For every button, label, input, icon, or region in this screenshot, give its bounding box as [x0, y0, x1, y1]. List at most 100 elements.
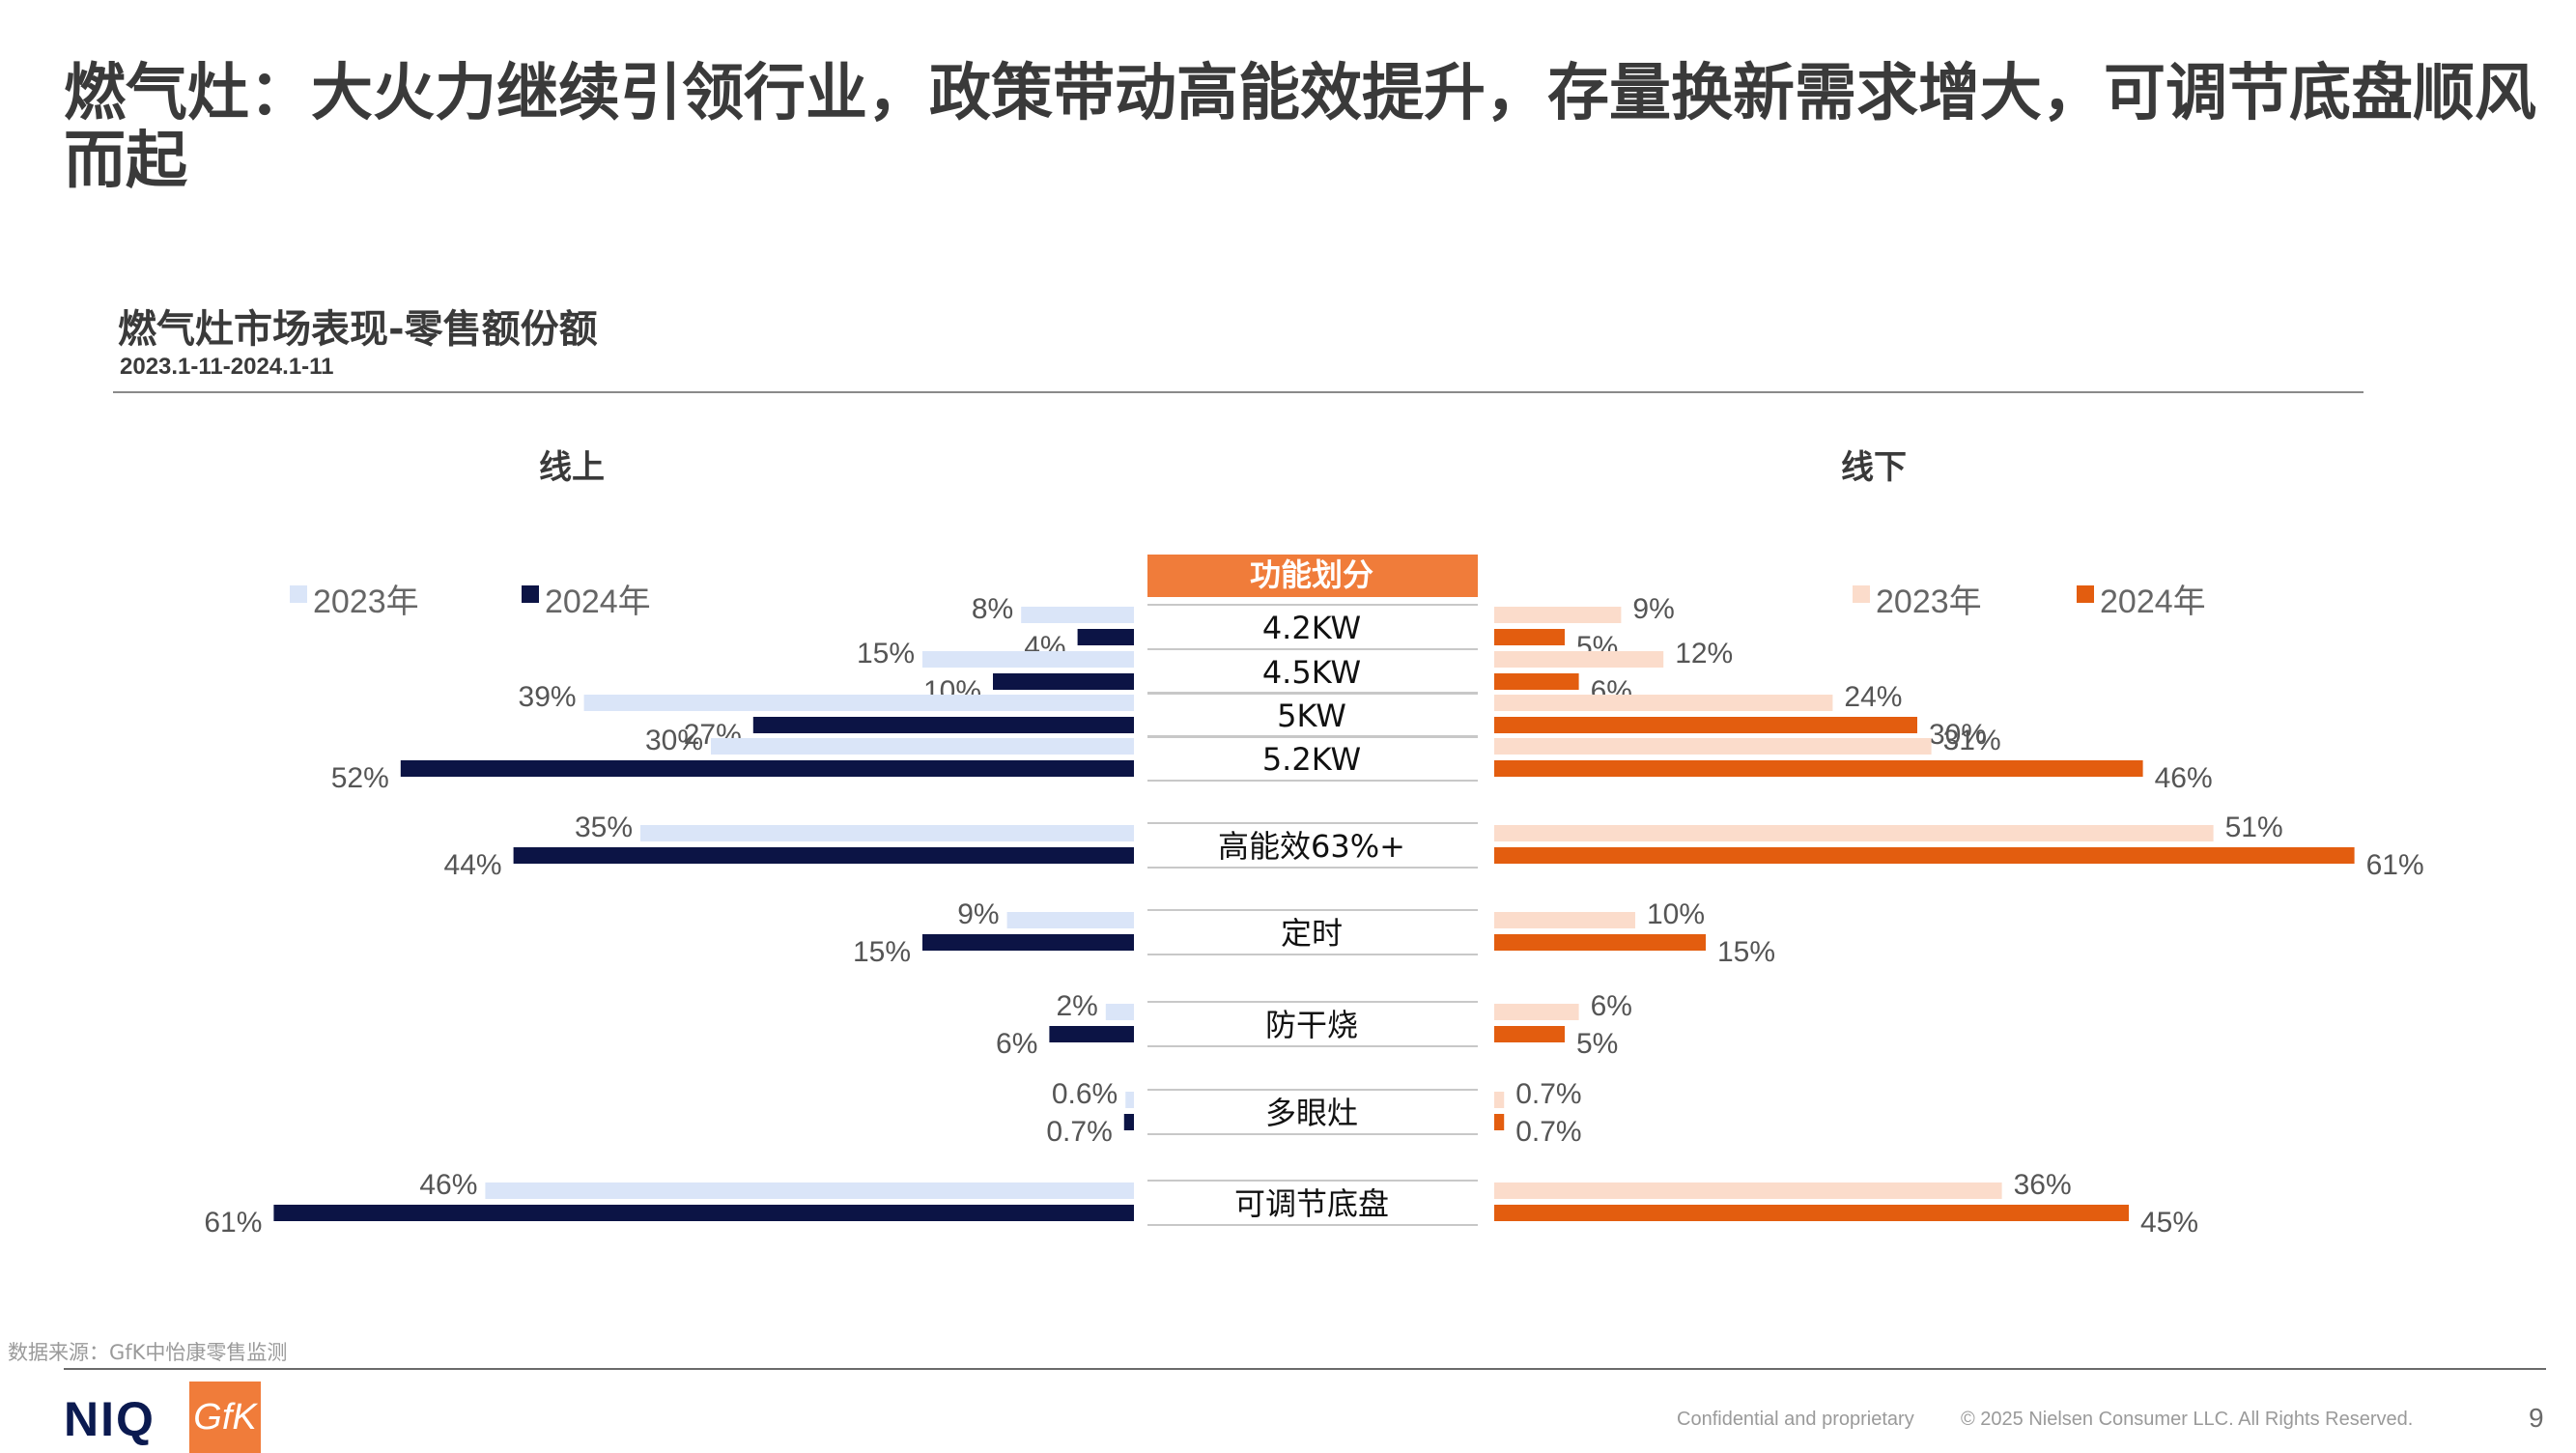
- legend-offline-2024-label: 2024年: [2100, 584, 2206, 620]
- offline-2024-bar: [1494, 934, 1706, 951]
- category-label-cat-8: 可调节底盘: [1234, 1185, 1389, 1222]
- offline-2023-bar: [1494, 607, 1622, 623]
- legend-online-2023-swatch: [290, 585, 307, 603]
- offline-2024-bar: [1494, 629, 1565, 645]
- offline-2024-label: 5%: [1576, 1028, 1618, 1060]
- online-2024-bar: [273, 1205, 1134, 1221]
- page-number: 9: [2529, 1403, 2544, 1433]
- category-label-cat-6: 防干烧: [1265, 1007, 1358, 1043]
- category-label-cat-3: 5.2KW: [1262, 741, 1361, 778]
- offline-2024-label: 15%: [1717, 936, 1775, 968]
- online-2023-label: 39%: [519, 681, 577, 713]
- offline-2023-bar: [1494, 651, 1664, 668]
- offline-2023-bar: [1494, 912, 1635, 928]
- online-2023-label: 2%: [1056, 990, 1097, 1022]
- offline-2024-label: 61%: [2366, 849, 2424, 881]
- offline-2024-label: 0.7%: [1515, 1116, 1581, 1148]
- online-2023-bar: [1006, 912, 1134, 928]
- offline-2024-bar: [1494, 1205, 2129, 1221]
- offline-2023-bar: [1494, 825, 2214, 841]
- online-2024-bar: [1049, 1026, 1134, 1042]
- diverging-bar-chart: 功能划分 4.2KW 4.5KW 5KW 5.2KW 高能效63%+ 定时防干烧多眼灶可调节…: [204, 555, 2424, 1239]
- online-2024-bar: [513, 847, 1134, 864]
- offline-2023-bar: [1494, 1182, 2002, 1199]
- center-header-box: [1147, 555, 1478, 597]
- online-2023-label: 15%: [857, 638, 915, 670]
- offline-2023-label: 12%: [1675, 638, 1733, 670]
- offline-2023-bar: [1494, 738, 1932, 755]
- online-2024-bar: [752, 717, 1134, 733]
- chart-title-divider: [113, 391, 2364, 393]
- online-2024-bar: [1077, 629, 1134, 645]
- online-2023-bar: [485, 1182, 1134, 1199]
- center-header-label: 功能划分: [1250, 556, 1373, 593]
- offline-2024-label: 45%: [2140, 1207, 2198, 1239]
- online-2024-bar: [993, 673, 1134, 690]
- legend-offline-2023-swatch: [1853, 585, 1870, 603]
- online-2023-label: 8%: [972, 593, 1013, 625]
- offline-2024-bar: [1494, 673, 1579, 690]
- offline-2024-label: 46%: [2155, 762, 2213, 794]
- offline-2024-bar: [1494, 717, 1917, 733]
- gfk-logo: GfK: [189, 1382, 261, 1453]
- offline-2023-label: 36%: [2014, 1169, 2072, 1201]
- category-label-cat-2: 5KW: [1277, 698, 1346, 734]
- category-label-cat-1: 4.5KW: [1262, 654, 1361, 691]
- online-2024-bar: [922, 934, 1134, 951]
- online-2023-bar: [583, 695, 1134, 711]
- online-2023-label: 0.6%: [1052, 1078, 1118, 1110]
- offline-2024-bar: [1494, 1114, 1505, 1130]
- online-2023-bar: [922, 651, 1134, 668]
- offline-2023-label: 10%: [1647, 898, 1705, 930]
- confidential-note: Confidential and proprietary: [1677, 1409, 1914, 1430]
- source-note: 数据来源：GfK中怡康零售监测: [8, 1341, 288, 1364]
- legend-online-2023-label: 2023年: [313, 584, 419, 620]
- footer-divider: [64, 1368, 2546, 1370]
- offline-2023-label: 6%: [1591, 990, 1632, 1022]
- online-2023-bar: [640, 825, 1134, 841]
- online-2024-label: 52%: [331, 762, 389, 794]
- offline-2023-bar: [1494, 1092, 1505, 1108]
- offline-2024-bar: [1494, 1026, 1565, 1042]
- offline-2024-label: 30%: [1929, 719, 1987, 751]
- online-panel-label: 线上: [539, 448, 605, 487]
- chart-subtitle: 2023.1-11-2024.1-11: [120, 354, 334, 380]
- online-2023-bar: [1125, 1092, 1134, 1108]
- legend-offline-2023-label: 2023年: [1876, 584, 1982, 620]
- online-2024-bar: [400, 760, 1134, 777]
- legend-online-2024-swatch: [522, 585, 539, 603]
- online-2023-label: 9%: [957, 898, 999, 930]
- category-label-cat-4: 高能效63%+: [1218, 828, 1405, 865]
- offline-2024-bar: [1494, 847, 2355, 864]
- online-2023-label: 46%: [419, 1169, 477, 1201]
- niq-logo: NIQ: [64, 1392, 156, 1446]
- online-2023-bar: [1105, 1004, 1134, 1020]
- category-label-cat-7: 多眼灶: [1265, 1095, 1358, 1131]
- page-title: 燃气灶：大火力继续引领行业，政策带动高能效提升，存量换新需求增大，可调节底盘顺风…: [64, 58, 2536, 197]
- offline-2023-label: 51%: [2225, 812, 2283, 843]
- offline-2023-label: 24%: [1844, 681, 1902, 713]
- online-2023-bar: [711, 738, 1134, 755]
- chart-title: 燃气灶市场表现-零售额份额: [118, 307, 598, 352]
- offline-panel-label: 线下: [1841, 448, 1907, 487]
- online-2024-label: 0.7%: [1046, 1116, 1112, 1148]
- online-2023-label: 30%: [645, 725, 703, 756]
- online-2024-bar: [1123, 1114, 1134, 1130]
- online-2024-label: 61%: [204, 1207, 262, 1239]
- legend-offline-2024-swatch: [2077, 585, 2094, 603]
- offline-2023-label: 0.7%: [1515, 1078, 1581, 1110]
- offline-2023-label: 31%: [1943, 725, 2001, 756]
- offline-2023-bar: [1494, 1004, 1579, 1020]
- online-2023-bar: [1021, 607, 1134, 623]
- online-2024-label: 15%: [853, 936, 911, 968]
- online-2024-label: 44%: [444, 849, 502, 881]
- category-label-cat-0: 4.2KW: [1262, 610, 1361, 646]
- copyright-note: © 2025 Nielsen Consumer LLC. All Rights …: [1961, 1409, 2414, 1430]
- offline-2024-bar: [1494, 760, 2143, 777]
- category-label-cat-5: 定时: [1281, 915, 1343, 952]
- legend-online-2024-label: 2024年: [545, 584, 651, 620]
- online-2023-label: 35%: [575, 812, 633, 843]
- online-2024-label: 6%: [996, 1028, 1037, 1060]
- offline-2023-label: 9%: [1632, 593, 1674, 625]
- offline-2023-bar: [1494, 695, 1833, 711]
